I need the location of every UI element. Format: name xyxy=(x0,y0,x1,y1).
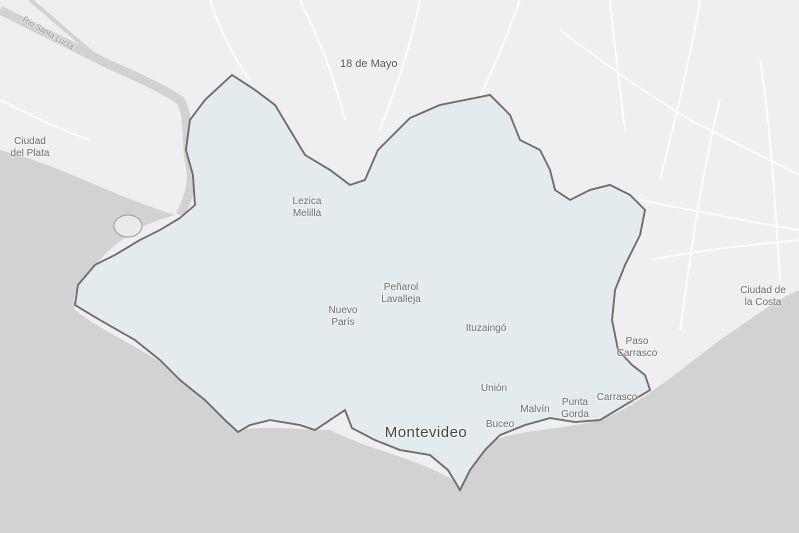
sea-water xyxy=(0,150,799,533)
label-buceo: Buceo xyxy=(485,419,515,430)
label-penarol-lavalleja: Peñarol Lavalleja xyxy=(381,282,421,305)
river-santa-lucia xyxy=(0,5,196,218)
label-paso-carrasco: Paso Carrasco xyxy=(616,336,658,359)
island xyxy=(113,214,143,238)
label-ciudad-del-plata: Ciudad del Plata xyxy=(10,136,50,159)
label-nuevo-paris: Nuevo París xyxy=(328,305,358,328)
label-punta-gorda: Punta Gorda xyxy=(561,397,589,420)
label-ituzaingo: Ituzaingó xyxy=(465,323,507,334)
river-branch xyxy=(28,0,176,97)
label-union: Unión xyxy=(480,383,508,394)
label-lezica-melilla: Lezica Melilla xyxy=(292,196,322,219)
label-ciudad-de-la-costa: Ciudad de la Costa xyxy=(740,285,786,308)
label-18-de-mayo: 18 de Mayo xyxy=(340,58,398,70)
label-malvin: Malvín xyxy=(520,404,550,415)
label-montevideo: Montevideo xyxy=(384,424,468,441)
label-carrasco: Carrasco xyxy=(596,392,638,403)
